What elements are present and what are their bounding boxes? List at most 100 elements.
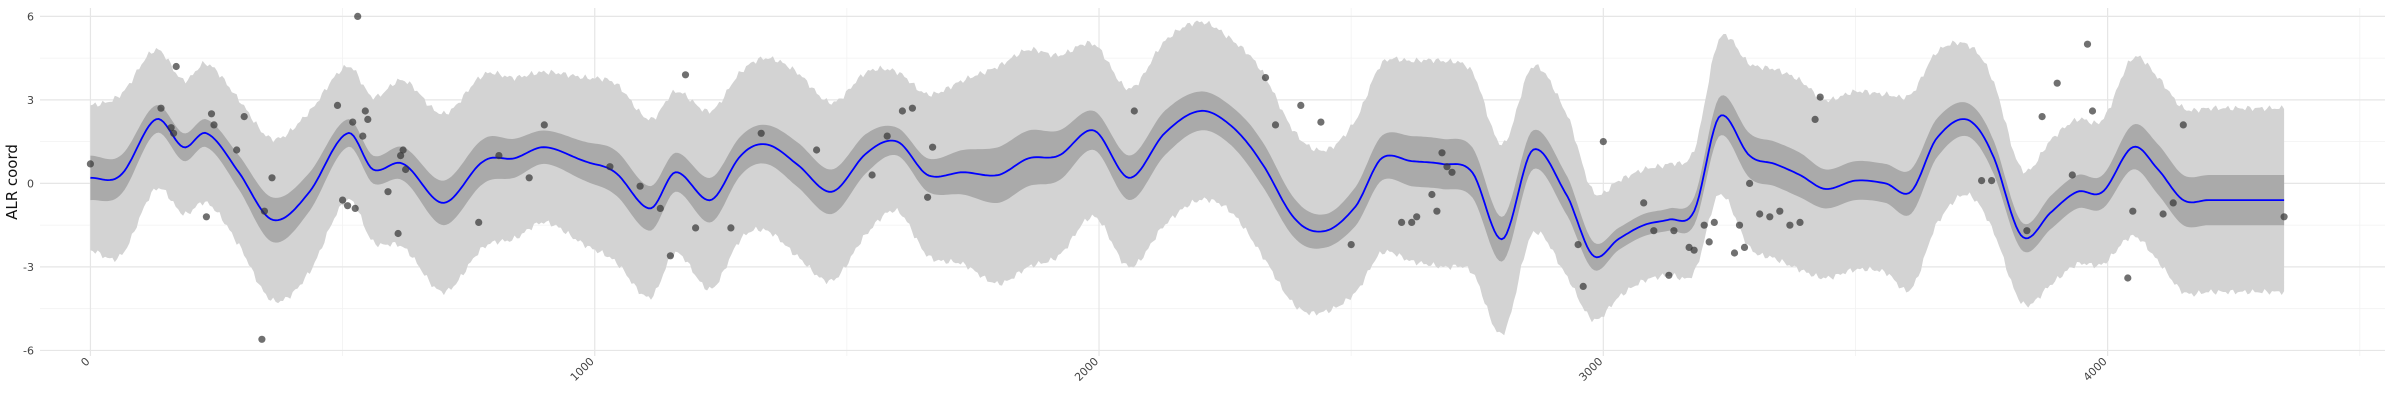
- data-point: [86, 160, 94, 168]
- data-point: [2129, 207, 2137, 215]
- data-point: [167, 124, 175, 132]
- y-tick-labels: -6 -3 0 3 6: [23, 10, 34, 357]
- data-point: [202, 213, 210, 221]
- data-point: [402, 165, 410, 174]
- x-tick-label: 2000: [1072, 355, 1101, 384]
- mean-line: [90, 109, 2285, 259]
- outer-credible-band: [90, 20, 2285, 336]
- data-point: [399, 146, 407, 154]
- data-point: [2169, 199, 2177, 207]
- data-point: [1599, 138, 1607, 146]
- data-point: [666, 252, 675, 260]
- data-point: [868, 171, 876, 179]
- data-point: [1816, 93, 1824, 101]
- data-point: [1574, 241, 1582, 249]
- data-point: [2124, 274, 2132, 282]
- data-point: [525, 174, 533, 182]
- data-point: [1988, 177, 1996, 185]
- data-point: [1640, 199, 1648, 207]
- data-point: [157, 104, 165, 112]
- data-point: [1413, 213, 1421, 221]
- y-tick-label: -3: [23, 261, 34, 274]
- data-point: [1443, 163, 1451, 171]
- data-point: [384, 188, 392, 196]
- data-point: [2038, 113, 2046, 121]
- data-point: [929, 143, 937, 151]
- data-point: [898, 107, 907, 115]
- data-point: [1297, 101, 1305, 109]
- inner-credible-band: [90, 91, 2285, 271]
- data-point: [351, 204, 359, 212]
- data-point: [361, 107, 369, 115]
- data-point: [813, 146, 821, 154]
- data-point: [1579, 282, 1587, 290]
- data-point: [354, 12, 362, 20]
- data-point: [2159, 210, 2167, 218]
- data-point: [1796, 218, 1804, 226]
- data-point: [1766, 213, 1774, 221]
- data-point: [172, 62, 180, 71]
- data-point: [1740, 243, 1749, 251]
- data-point: [2088, 107, 2097, 115]
- data-point: [339, 196, 347, 204]
- y-tick-label: 0: [27, 177, 34, 190]
- data-point: [1786, 221, 1794, 229]
- data-point: [636, 182, 644, 190]
- data-point: [1130, 107, 1138, 115]
- y-axis-title: ALR coord: [3, 144, 21, 220]
- data-point: [1746, 179, 1754, 187]
- data-point: [1776, 207, 1784, 215]
- data-point: [475, 218, 483, 226]
- y-tick-label: -6: [23, 344, 34, 357]
- data-point: [540, 121, 548, 129]
- x-tick-label: 1000: [568, 355, 597, 384]
- data-point: [1438, 149, 1446, 157]
- data-point: [681, 71, 690, 79]
- data-point: [606, 163, 614, 171]
- data-point: [757, 129, 765, 137]
- data-point: [1428, 190, 1436, 199]
- data-point: [233, 146, 241, 154]
- data-point: [1347, 241, 1355, 249]
- x-tick-labels: 0 1000 2000 3000 4000: [78, 355, 2109, 384]
- data-point: [1690, 246, 1698, 254]
- data-point: [883, 132, 891, 140]
- data-point: [1650, 227, 1658, 235]
- data-point: [1700, 221, 1708, 229]
- data-point: [1317, 118, 1325, 126]
- x-tick-label: 4000: [2081, 355, 2110, 384]
- data-point: [1735, 221, 1744, 229]
- data-point: [692, 224, 700, 232]
- data-point: [2280, 213, 2288, 221]
- data-point: [364, 115, 372, 123]
- data-point: [240, 113, 248, 121]
- data-point: [924, 193, 932, 201]
- data-point: [268, 174, 276, 182]
- data-point: [210, 121, 218, 129]
- data-point: [260, 207, 268, 215]
- data-point: [1730, 249, 1739, 257]
- data-point: [1670, 227, 1678, 235]
- data-point: [394, 229, 402, 238]
- data-point: [1261, 74, 1270, 82]
- data-point: [359, 132, 367, 140]
- data-point: [1705, 238, 1713, 246]
- y-tick-label: 6: [27, 10, 34, 23]
- data-point: [727, 224, 735, 232]
- data-point: [2023, 227, 2031, 235]
- data-point: [1433, 207, 1441, 215]
- data-point: [349, 118, 357, 126]
- data-point: [333, 101, 342, 109]
- data-point: [1978, 177, 1986, 185]
- data-point: [2179, 121, 2187, 129]
- data-point: [1271, 121, 1280, 129]
- data-point: [2083, 40, 2092, 48]
- data-point: [258, 335, 266, 343]
- data-point: [1408, 218, 1416, 226]
- x-tick-label: 0: [78, 355, 92, 369]
- data-point: [207, 110, 216, 118]
- data-point: [656, 204, 664, 212]
- data-point: [344, 202, 352, 210]
